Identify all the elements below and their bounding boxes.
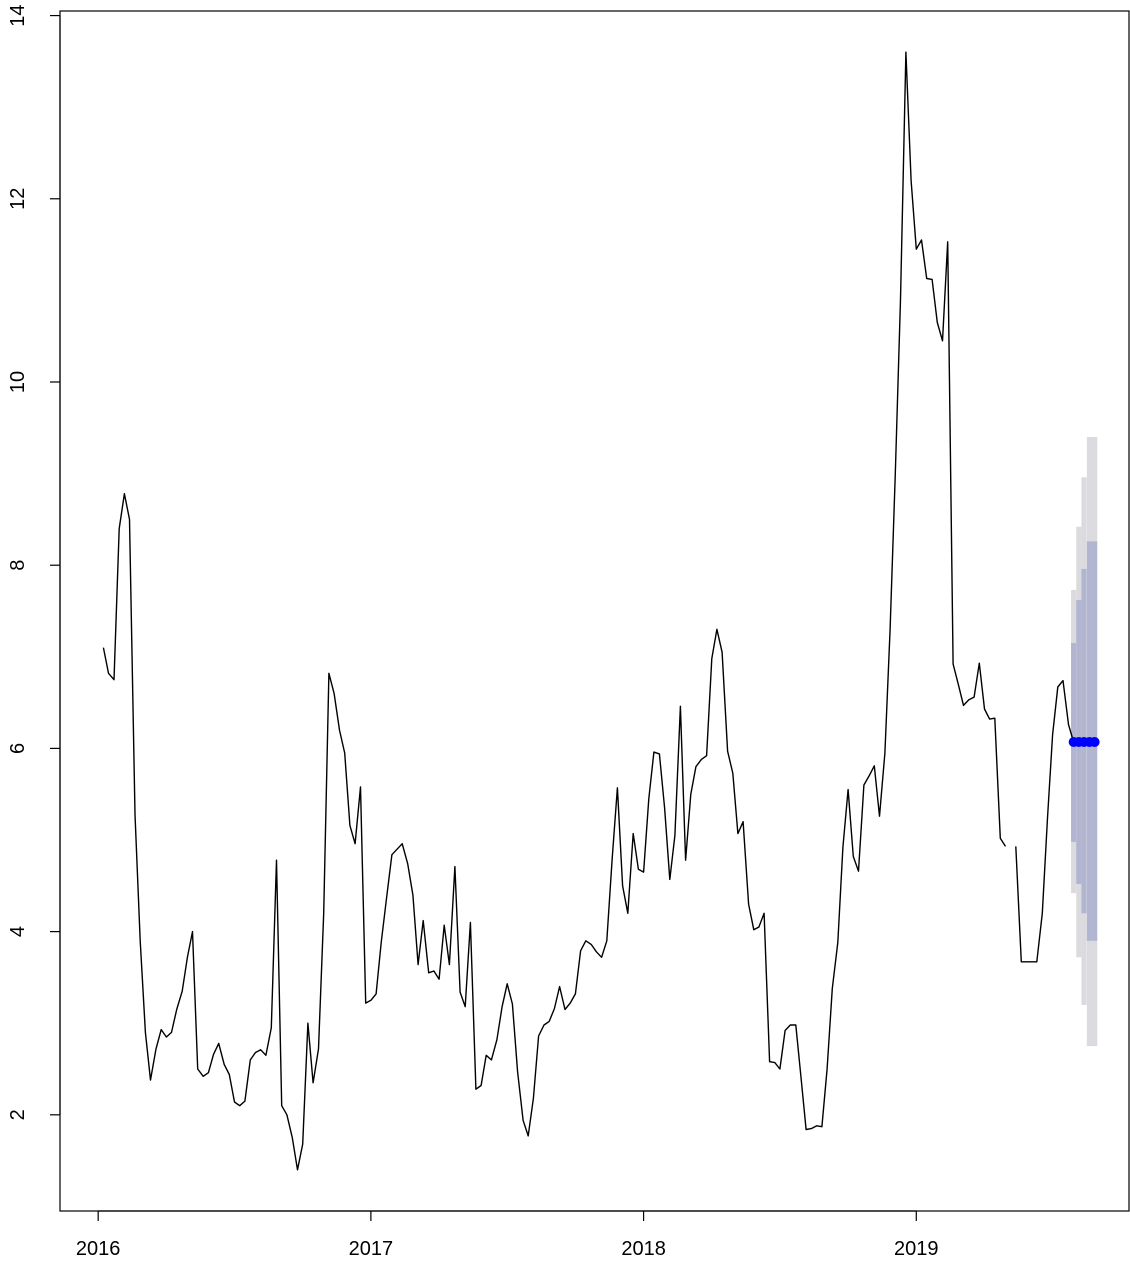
y-tick-label: 2 — [7, 1109, 29, 1120]
forecast-points — [1068, 736, 1100, 747]
forecast-point — [1089, 736, 1100, 747]
series-lines — [102, 51, 1075, 1171]
x-tick-label: 2017 — [349, 1238, 394, 1260]
x-tick-label: 2019 — [894, 1238, 939, 1260]
x-tick-label: 2016 — [76, 1238, 121, 1260]
series-line — [102, 51, 1007, 1171]
y-tick-label: 6 — [7, 743, 29, 754]
x-tick-label: 2018 — [621, 1238, 666, 1260]
y-axis: 2 4 6 8 10 12 14 — [7, 4, 61, 1120]
y-tick-label: 12 — [7, 188, 29, 210]
y-tick-label: 4 — [7, 926, 29, 937]
y-tick-label: 10 — [7, 371, 29, 393]
series-line — [1015, 679, 1075, 963]
y-tick-label: 14 — [7, 4, 29, 26]
y-tick-label: 8 — [7, 560, 29, 571]
plot-frame — [59, 10, 1130, 1212]
x-axis: 2016 2017 2018 2019 — [76, 1210, 939, 1260]
